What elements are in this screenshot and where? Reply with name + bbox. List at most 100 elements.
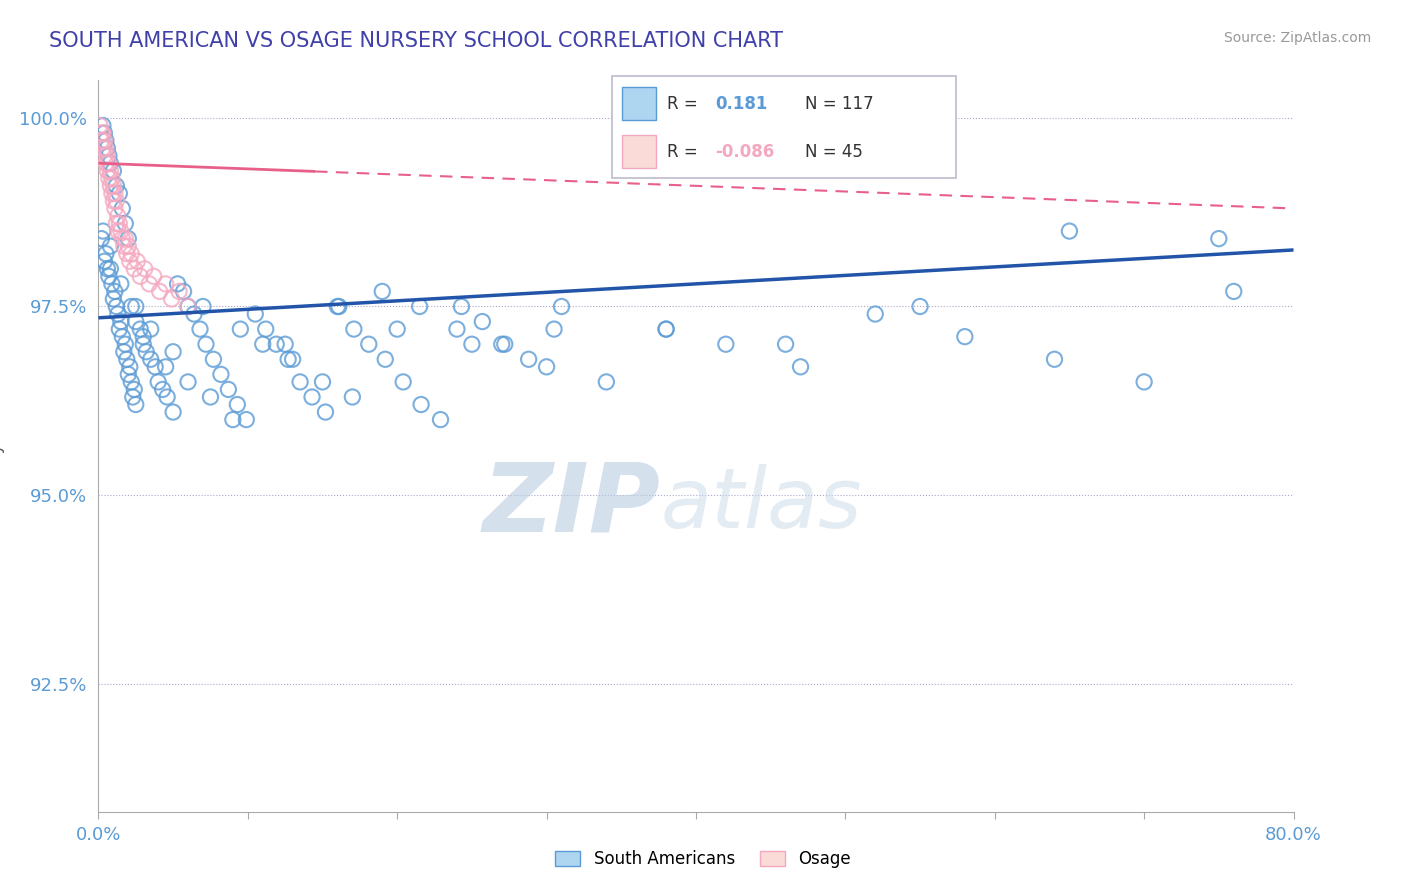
Point <box>90 126 112 140</box>
Point <box>155 277 177 291</box>
Point <box>91 119 114 133</box>
Point <box>167 285 190 299</box>
Point <box>121 390 143 404</box>
Point <box>97 156 120 170</box>
Point <box>160 292 183 306</box>
Point <box>117 232 139 246</box>
Point <box>1059 224 1081 238</box>
Point <box>277 352 299 367</box>
Point <box>135 344 157 359</box>
Point <box>374 352 396 367</box>
Point <box>326 300 349 314</box>
Point <box>1043 352 1066 367</box>
Point <box>98 178 122 193</box>
Point <box>108 186 131 201</box>
Point <box>254 322 277 336</box>
Point <box>655 322 678 336</box>
Point <box>865 307 887 321</box>
Point <box>491 337 513 351</box>
Point <box>142 269 165 284</box>
Text: ZIP: ZIP <box>482 458 661 551</box>
Point <box>543 322 565 336</box>
Text: SOUTH AMERICAN VS OSAGE NURSERY SCHOOL CORRELATION CHART: SOUTH AMERICAN VS OSAGE NURSERY SCHOOL C… <box>49 31 783 51</box>
Point <box>112 239 135 253</box>
Point <box>114 337 136 351</box>
Point <box>139 322 162 336</box>
Point <box>125 398 148 412</box>
Point <box>98 261 122 276</box>
Legend: South Americans, Osage: South Americans, Osage <box>548 844 858 875</box>
Point <box>101 171 124 186</box>
Point <box>315 405 337 419</box>
Point <box>124 261 146 276</box>
Point <box>105 194 128 208</box>
Text: R =: R = <box>666 143 697 161</box>
Point <box>408 300 430 314</box>
Point <box>124 383 146 397</box>
Point <box>93 149 115 163</box>
Point <box>450 300 472 314</box>
Point <box>311 375 333 389</box>
Point <box>183 307 205 321</box>
Point <box>132 337 155 351</box>
Point <box>132 329 155 343</box>
Point <box>96 149 118 163</box>
Point <box>98 156 122 170</box>
Point <box>1223 285 1246 299</box>
Point <box>166 277 188 291</box>
Point <box>94 246 117 260</box>
Point <box>195 337 218 351</box>
Point <box>120 375 142 389</box>
Point <box>94 134 117 148</box>
Point <box>775 337 797 351</box>
Point <box>328 300 350 314</box>
Point <box>108 322 131 336</box>
Point <box>114 217 136 231</box>
Point <box>110 315 132 329</box>
Point <box>177 300 200 314</box>
Point <box>110 224 132 238</box>
Point <box>91 126 114 140</box>
Point <box>343 322 366 336</box>
Point <box>118 254 141 268</box>
Point <box>93 126 115 140</box>
Point <box>1208 232 1230 246</box>
Point <box>91 141 114 155</box>
Text: N = 45: N = 45 <box>804 143 862 161</box>
Point <box>953 329 976 343</box>
Point <box>127 254 149 268</box>
Point <box>129 269 152 284</box>
Point <box>98 163 122 178</box>
Point <box>357 337 380 351</box>
Point <box>107 209 129 223</box>
Text: atlas: atlas <box>661 464 862 545</box>
Point <box>105 300 128 314</box>
Point <box>90 232 112 246</box>
Point <box>148 375 170 389</box>
Point <box>91 224 114 238</box>
Point <box>94 141 117 155</box>
Point <box>200 390 222 404</box>
Point <box>117 368 139 382</box>
Point <box>93 254 115 268</box>
Point <box>117 239 139 253</box>
Text: 0.181: 0.181 <box>716 95 768 112</box>
Point <box>104 202 127 216</box>
Point <box>392 375 415 389</box>
Point <box>550 300 572 314</box>
Point <box>103 178 125 193</box>
Y-axis label: Nursery School: Nursery School <box>0 383 6 509</box>
FancyBboxPatch shape <box>621 136 657 168</box>
Point <box>494 337 516 351</box>
Point <box>96 141 118 155</box>
Point <box>108 217 131 231</box>
Text: -0.086: -0.086 <box>716 143 775 161</box>
Point <box>111 232 134 246</box>
Point <box>342 390 364 404</box>
Point <box>173 285 195 299</box>
Text: R =: R = <box>666 95 697 112</box>
Point <box>152 383 174 397</box>
Point <box>226 398 249 412</box>
Point <box>103 194 125 208</box>
Point <box>536 359 558 374</box>
